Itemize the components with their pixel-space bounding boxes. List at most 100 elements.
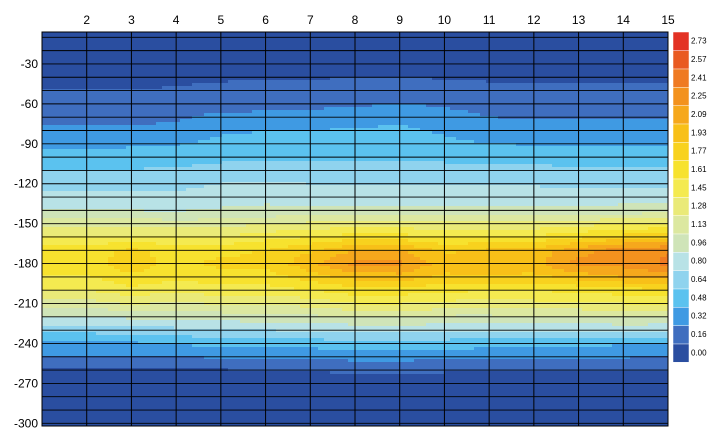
heat-cell — [342, 68, 349, 72]
heat-cell — [552, 83, 559, 87]
heat-cell — [150, 137, 157, 141]
heat-cell — [300, 83, 307, 87]
heat-cell — [96, 143, 103, 147]
heat-cell — [102, 77, 109, 81]
heat-cell — [432, 50, 439, 54]
heat-cell — [408, 86, 415, 90]
heat-cell — [42, 167, 49, 171]
heat-cell — [390, 122, 397, 126]
heat-cell — [342, 152, 349, 156]
heat-cell — [330, 41, 337, 45]
heat-cell — [396, 143, 403, 147]
heat-cell — [318, 164, 325, 168]
heat-cell — [564, 131, 571, 135]
heat-cell — [372, 173, 379, 177]
heat-cell — [78, 134, 85, 138]
heat-cell — [558, 152, 565, 156]
heat-cell — [108, 38, 115, 42]
heat-cell — [144, 41, 151, 45]
heat-cell — [240, 53, 247, 57]
heat-cell — [264, 131, 271, 135]
heat-cell — [384, 53, 391, 57]
heat-cell — [594, 74, 601, 78]
heat-cell — [132, 68, 139, 72]
heat-cell — [156, 149, 163, 153]
heat-cell — [252, 44, 259, 48]
heat-cell — [450, 119, 457, 123]
heat-cell — [420, 59, 427, 63]
heat-cell — [462, 95, 469, 99]
heat-cell — [258, 119, 265, 123]
heat-cell — [306, 110, 313, 114]
heat-cell — [258, 65, 265, 69]
heat-cell — [246, 47, 253, 51]
heat-cell — [48, 149, 55, 153]
heat-cell — [390, 167, 397, 171]
heat-cell — [354, 128, 361, 132]
heat-cell — [468, 149, 475, 153]
heat-cell — [660, 143, 667, 147]
heat-cell — [618, 38, 625, 42]
heat-cell — [222, 65, 229, 69]
heat-cell — [258, 86, 265, 90]
heat-cell — [186, 80, 193, 84]
heat-cell — [348, 56, 355, 60]
heat-cell — [324, 173, 331, 177]
heat-cell — [126, 113, 133, 117]
heat-cell — [300, 125, 307, 129]
heat-cell — [66, 146, 73, 150]
heat-cell — [138, 152, 145, 156]
heat-cell — [546, 122, 553, 126]
heat-cell — [312, 74, 319, 78]
heat-cell — [318, 113, 325, 117]
heat-cell — [438, 68, 445, 72]
heat-cell — [354, 161, 361, 165]
heat-cell — [660, 134, 667, 138]
heat-cell — [660, 56, 667, 60]
heat-cell — [648, 68, 655, 72]
heat-cell — [420, 137, 427, 141]
heat-cell — [510, 92, 517, 96]
heat-cell — [552, 134, 559, 138]
heat-cell — [306, 161, 313, 165]
heat-cell — [450, 68, 457, 72]
heat-cell — [474, 98, 481, 102]
heat-cell — [378, 122, 385, 126]
heat-cell — [270, 98, 277, 102]
heat-cell — [216, 146, 223, 150]
heat-cell — [408, 137, 415, 141]
heat-cell — [72, 122, 79, 126]
heat-cell — [192, 65, 199, 69]
heat-cell — [456, 38, 463, 42]
heat-cell — [324, 137, 331, 141]
heat-cell — [552, 65, 559, 69]
heat-cell — [48, 140, 55, 144]
heat-cell — [234, 98, 241, 102]
heat-cell — [78, 38, 85, 42]
heat-cell — [420, 41, 427, 45]
heat-cell — [534, 47, 541, 51]
heat-cell — [648, 65, 655, 69]
heat-cell — [138, 164, 145, 168]
heat-cell — [198, 152, 205, 156]
heat-cell — [432, 32, 439, 36]
heat-cell — [450, 86, 457, 90]
heat-cell — [270, 149, 277, 153]
heat-cell — [66, 59, 73, 63]
heat-cell — [198, 56, 205, 60]
heat-cell — [408, 152, 415, 156]
heat-cell — [570, 47, 577, 51]
heat-cell — [462, 161, 469, 165]
heat-cell — [660, 95, 667, 99]
heat-cell — [576, 137, 583, 141]
heat-cell — [498, 53, 505, 57]
heat-cell — [552, 119, 559, 123]
heat-cell — [252, 170, 259, 174]
heat-cell — [558, 131, 565, 135]
heat-cell — [624, 158, 631, 162]
heat-cell — [234, 53, 241, 57]
heat-cell — [138, 68, 145, 72]
heat-cell — [522, 77, 529, 81]
heat-cell — [312, 161, 319, 165]
heat-cell — [456, 140, 463, 144]
